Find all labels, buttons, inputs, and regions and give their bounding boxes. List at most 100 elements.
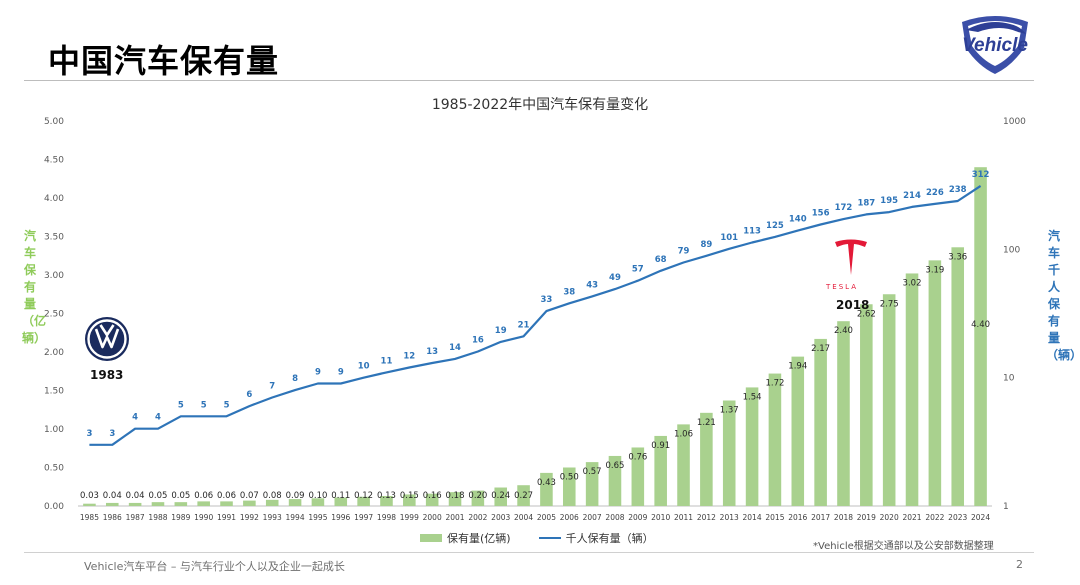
x-tick-label: 2021 [902, 513, 921, 522]
line-value-label: 140 [789, 215, 807, 225]
line-value-label: 3 [109, 429, 115, 439]
bar-value-label: 0.12 [354, 491, 373, 501]
line-value-label: 187 [857, 198, 875, 208]
volkswagen-logo [85, 317, 129, 361]
bar [882, 294, 896, 506]
x-tick-label: 2001 [445, 513, 464, 522]
bar [562, 467, 576, 506]
x-tick-label: 2006 [560, 513, 579, 522]
y-tick-label: 2.00 [44, 348, 64, 358]
y2-tick-label: 100 [1003, 245, 1020, 255]
bar [540, 472, 553, 506]
vehicle-ownership-chart: 0.00 0.50 1.00 1.50 2.00 2.50 3.00 3.50 4.00 4.50… [44, 117, 1026, 522]
y-tick-label: 3.00 [44, 271, 64, 281]
line-value-label: 16 [472, 335, 484, 345]
line-value-label: 57 [632, 265, 644, 275]
bar-value-label: 0.43 [537, 478, 556, 488]
bar-value-label: 1.37 [720, 406, 739, 416]
x-tick-label: 1999 [400, 513, 419, 522]
x-tick-label: 1989 [171, 513, 190, 522]
bar-value-label: 0.04 [126, 491, 145, 501]
bar [585, 462, 599, 506]
bar-value-label: 0.20 [468, 491, 487, 501]
x-tick-label: 1991 [217, 513, 236, 522]
legend-label-bars: 保有量(亿辆) [447, 532, 511, 545]
line-value-label: 4 [155, 413, 161, 423]
line-value-label: 10 [358, 362, 370, 372]
tesla-logo [835, 239, 867, 275]
line-value-label: 9 [338, 368, 344, 378]
bar-value-label: 0.91 [651, 441, 670, 451]
bar [83, 503, 96, 506]
line-value-label: 49 [609, 273, 621, 283]
y-tick-label: 1.50 [44, 387, 64, 397]
line-value-label: 9 [315, 368, 321, 378]
bar-value-label: 0.13 [377, 491, 396, 501]
line-value-label: 113 [743, 227, 761, 237]
bar [608, 455, 622, 506]
y-tick-label: 0.50 [44, 464, 64, 474]
footer-divider [24, 552, 1034, 553]
line-value-label: 172 [835, 203, 853, 213]
bar [928, 260, 942, 506]
line-value-label: 6 [246, 390, 252, 400]
bar-value-label: 1.94 [788, 362, 807, 372]
line-value-label: 226 [926, 188, 944, 198]
x-tick-label: 2011 [674, 513, 693, 522]
line-value-label: 5 [224, 400, 230, 410]
title-divider [24, 80, 1034, 81]
line-value-label: 13 [426, 347, 438, 357]
bar-value-label: 1.72 [765, 379, 784, 389]
bar-value-label: 2.17 [811, 344, 830, 354]
page-title: 中国汽车保有量 [48, 42, 280, 80]
bar-value-label: 0.04 [103, 491, 122, 501]
bar [860, 304, 873, 506]
bar-value-label: 0.08 [263, 491, 282, 501]
bar [837, 321, 850, 506]
bar-value-label: 3.36 [948, 252, 967, 262]
x-tick-label: 2010 [651, 513, 670, 522]
bar [700, 412, 713, 506]
line-value-label: 214 [903, 191, 921, 201]
x-tick-label: 2008 [605, 513, 624, 522]
bar-value-label: 1.06 [674, 429, 693, 439]
bar [768, 373, 782, 506]
bar [334, 497, 348, 506]
bar-value-label: 0.07 [240, 491, 259, 501]
line-value-label: 38 [563, 287, 575, 297]
bar [128, 502, 142, 506]
bar-value-label: 0.09 [286, 491, 305, 501]
series-line [89, 184, 982, 446]
bar [654, 435, 667, 506]
legend-label-line: 千人保有量（辆） [565, 532, 654, 545]
y-tick-label: 3.50 [44, 233, 64, 243]
x-tick-label: 1995 [308, 513, 327, 522]
y-tick-label: 1.00 [44, 425, 64, 435]
x-tick-label: 2003 [491, 513, 510, 522]
bar [448, 492, 462, 506]
bar-value-label: 1.54 [743, 392, 762, 402]
bar [265, 499, 279, 506]
y-tick-label: 2.50 [44, 310, 64, 320]
legend-swatch-bars [420, 534, 442, 542]
line-value-label: 14 [449, 343, 461, 353]
x-tick-label: 2024 [971, 513, 990, 522]
y-tick-label: 5.00 [44, 117, 64, 127]
bar-value-label: 2.75 [880, 299, 899, 309]
x-tick-label: 1985 [80, 513, 99, 522]
y2-tick-label: 1 [1003, 502, 1009, 512]
y-tick-label: 0.00 [44, 502, 64, 512]
line-value-label: 101 [720, 233, 738, 243]
x-tick-label: 2018 [834, 513, 853, 522]
y-tick-label: 4.00 [44, 194, 64, 204]
bar-value-label: 0.06 [194, 491, 213, 501]
legend-swatch-line [538, 537, 561, 539]
line-value-label: 7 [269, 382, 275, 392]
bar [151, 502, 165, 506]
x-tick-label: 2022 [925, 513, 944, 522]
x-tick-label: 2013 [720, 513, 739, 522]
x-tick-label: 2000 [423, 513, 442, 522]
line-value-label: 5 [201, 400, 207, 410]
x-tick-label: 2019 [857, 513, 876, 522]
bar-value-label: 3.02 [903, 278, 922, 288]
